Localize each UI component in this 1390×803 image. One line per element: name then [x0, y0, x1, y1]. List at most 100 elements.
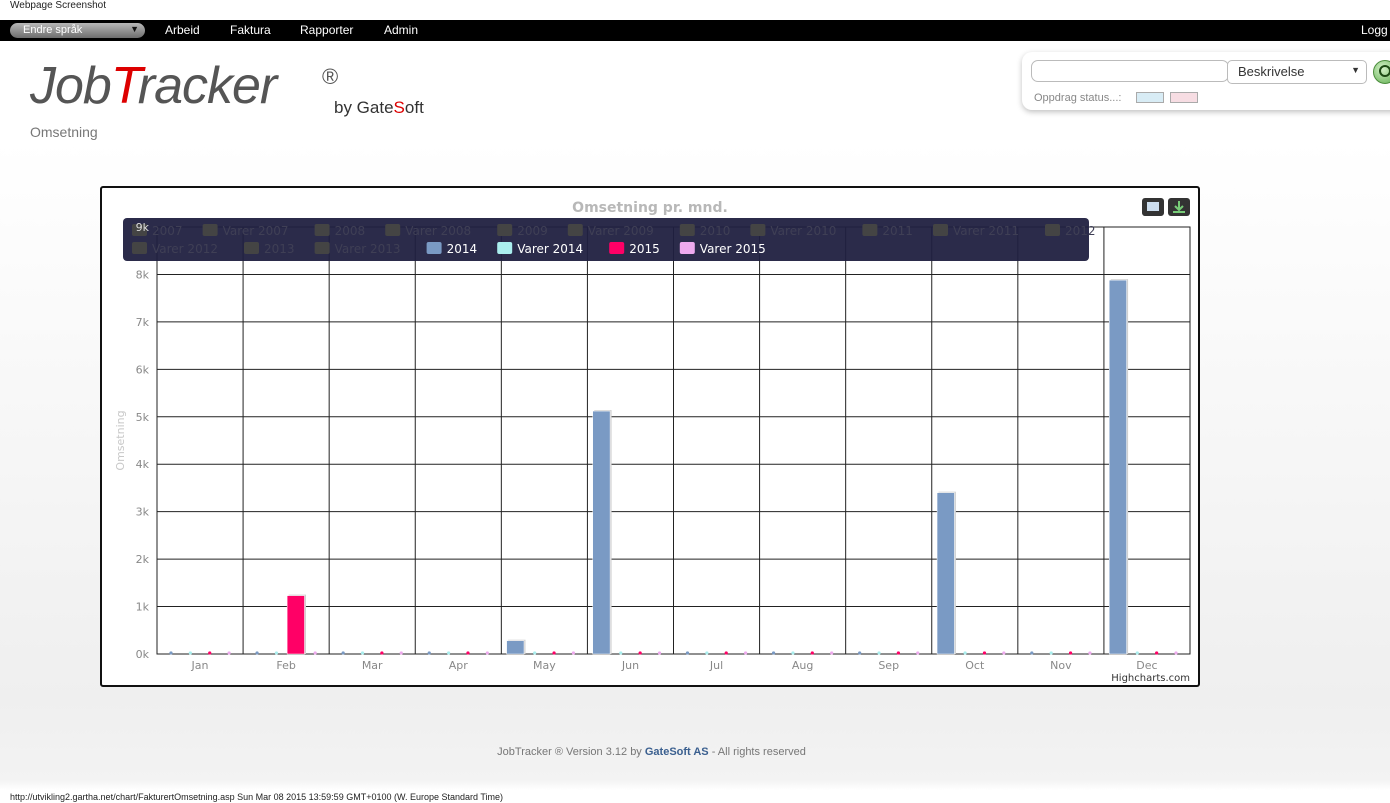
zero-marker: [982, 651, 987, 655]
search-panel: Beskrivelse ▼ Oppdrag status...:: [1022, 52, 1390, 110]
legend-swatch[interactable]: [314, 242, 330, 254]
zero-marker: [360, 651, 365, 655]
page-subtitle: Omsetning: [30, 124, 98, 140]
legend-swatch[interactable]: [609, 242, 625, 254]
x-tick-label: Sep: [878, 659, 899, 672]
x-tick-label: Aug: [792, 659, 813, 672]
nav-item-faktura[interactable]: Faktura: [230, 23, 271, 37]
zero-marker: [341, 651, 345, 655]
legend-swatch[interactable]: [750, 224, 766, 236]
legend-item[interactable]: 2014: [447, 242, 478, 256]
chevron-down-icon: ▼: [1351, 65, 1360, 75]
legend-item[interactable]: 2010: [700, 224, 731, 238]
legend-swatch[interactable]: [385, 224, 401, 236]
legend-swatch[interactable]: [1045, 224, 1060, 236]
nav-item-rapporter[interactable]: Rapporter: [300, 23, 354, 37]
legend-swatch[interactable]: [497, 242, 513, 254]
language-select-label: Endre språk: [23, 24, 83, 36]
y-tick-label: 5k: [136, 411, 150, 424]
zero-marker: [810, 651, 814, 655]
search-button[interactable]: [1373, 60, 1390, 84]
bar[interactable]: [286, 595, 305, 655]
zero-marker: [1068, 651, 1073, 655]
nav-item-admin[interactable]: Admin: [384, 23, 419, 37]
legend-item[interactable]: 2013: [264, 242, 295, 256]
footer: JobTracker ® Version 3.12 by GateSoft AS…: [497, 746, 806, 758]
x-tick-label: Apr: [449, 659, 469, 672]
zero-marker: [533, 651, 537, 655]
legend-item[interactable]: Varer 2014: [517, 242, 583, 256]
legend-item[interactable]: 2007: [152, 224, 183, 238]
logout-link[interactable]: Logg ut: [1361, 23, 1390, 37]
legend-item[interactable]: Varer 2008: [405, 224, 471, 238]
legend-swatch[interactable]: [567, 224, 583, 236]
zero-marker: [427, 651, 431, 655]
zero-marker: [1049, 651, 1053, 655]
legend-item[interactable]: 2012: [1065, 224, 1096, 238]
legend-item[interactable]: 2015: [629, 242, 660, 256]
legend-swatch[interactable]: [426, 242, 442, 254]
legend-swatch[interactable]: [679, 242, 695, 254]
zero-marker: [896, 651, 900, 655]
zero-marker: [705, 651, 709, 655]
zero-marker: [313, 651, 317, 655]
legend-swatch[interactable]: [679, 224, 695, 236]
zero-marker: [724, 651, 728, 655]
highcharts-credit[interactable]: Highcharts.com: [1111, 673, 1190, 684]
legend-swatch[interactable]: [202, 224, 218, 236]
legend-item[interactable]: Varer 2012: [152, 242, 218, 256]
page-caption: Webpage Screenshot: [10, 0, 106, 11]
bar[interactable]: [1108, 279, 1127, 655]
x-tick-label: Jan: [191, 659, 209, 672]
bar[interactable]: [936, 492, 955, 655]
x-tick-label: Dec: [1136, 659, 1157, 672]
legend-swatch[interactable]: [497, 224, 513, 236]
zero-marker: [877, 651, 881, 655]
zero-marker: [963, 651, 967, 655]
y-tick-label: 0k: [136, 648, 150, 661]
legend-swatch[interactable]: [132, 224, 147, 236]
y-tick-label: 2k: [136, 553, 150, 566]
x-tick-label: Jul: [709, 659, 723, 672]
status-swatch-pink[interactable]: [1170, 92, 1198, 103]
y-tick-label: 7k: [136, 316, 150, 329]
bar[interactable]: [592, 410, 611, 655]
search-input[interactable]: [1031, 60, 1229, 82]
legend-item[interactable]: Varer 2009: [588, 224, 654, 238]
zero-marker: [169, 651, 173, 655]
status-label: Oppdrag status...:: [1034, 92, 1122, 104]
legend-swatch[interactable]: [244, 242, 259, 254]
legend-swatch[interactable]: [314, 224, 330, 236]
chart-title: Omsetning pr. mnd.: [572, 200, 728, 216]
zero-marker: [1088, 651, 1092, 655]
zero-marker: [771, 651, 776, 655]
legend-swatch[interactable]: [933, 224, 948, 236]
status-swatch-blue[interactable]: [1136, 92, 1164, 103]
zero-marker: [552, 651, 556, 655]
legend-swatch[interactable]: [132, 242, 147, 254]
zero-marker: [227, 651, 231, 655]
zero-marker: [858, 651, 862, 655]
legend-item[interactable]: 2011: [882, 224, 913, 238]
legend-item[interactable]: 2009: [517, 224, 548, 238]
legend-item[interactable]: Varer 2013: [335, 242, 401, 256]
search-field-select-label: Beskrivelse: [1238, 64, 1305, 79]
legend-item[interactable]: Varer 2007: [223, 224, 289, 238]
bar[interactable]: [506, 640, 525, 655]
zero-marker: [208, 651, 212, 655]
legend-item[interactable]: 2008: [335, 224, 366, 238]
language-select[interactable]: Endre språk ▼: [10, 23, 145, 38]
nav-item-arbeid[interactable]: Arbeid: [165, 23, 200, 37]
legend-item[interactable]: Varer 2010: [770, 224, 836, 238]
zero-marker: [447, 651, 451, 655]
legend-swatch[interactable]: [862, 224, 878, 236]
y-axis-label: Omsetning: [114, 410, 127, 470]
footer-brand-link[interactable]: GateSoft AS: [644, 746, 709, 758]
zero-marker: [399, 651, 403, 655]
legend-item[interactable]: Varer 2015: [700, 242, 766, 256]
print-icon: [1147, 202, 1159, 211]
search-field-select[interactable]: Beskrivelse ▼: [1227, 60, 1367, 84]
y-tick-label: 4k: [136, 458, 150, 471]
legend-item[interactable]: Varer 2011: [953, 224, 1019, 238]
zero-marker: [1002, 651, 1006, 655]
